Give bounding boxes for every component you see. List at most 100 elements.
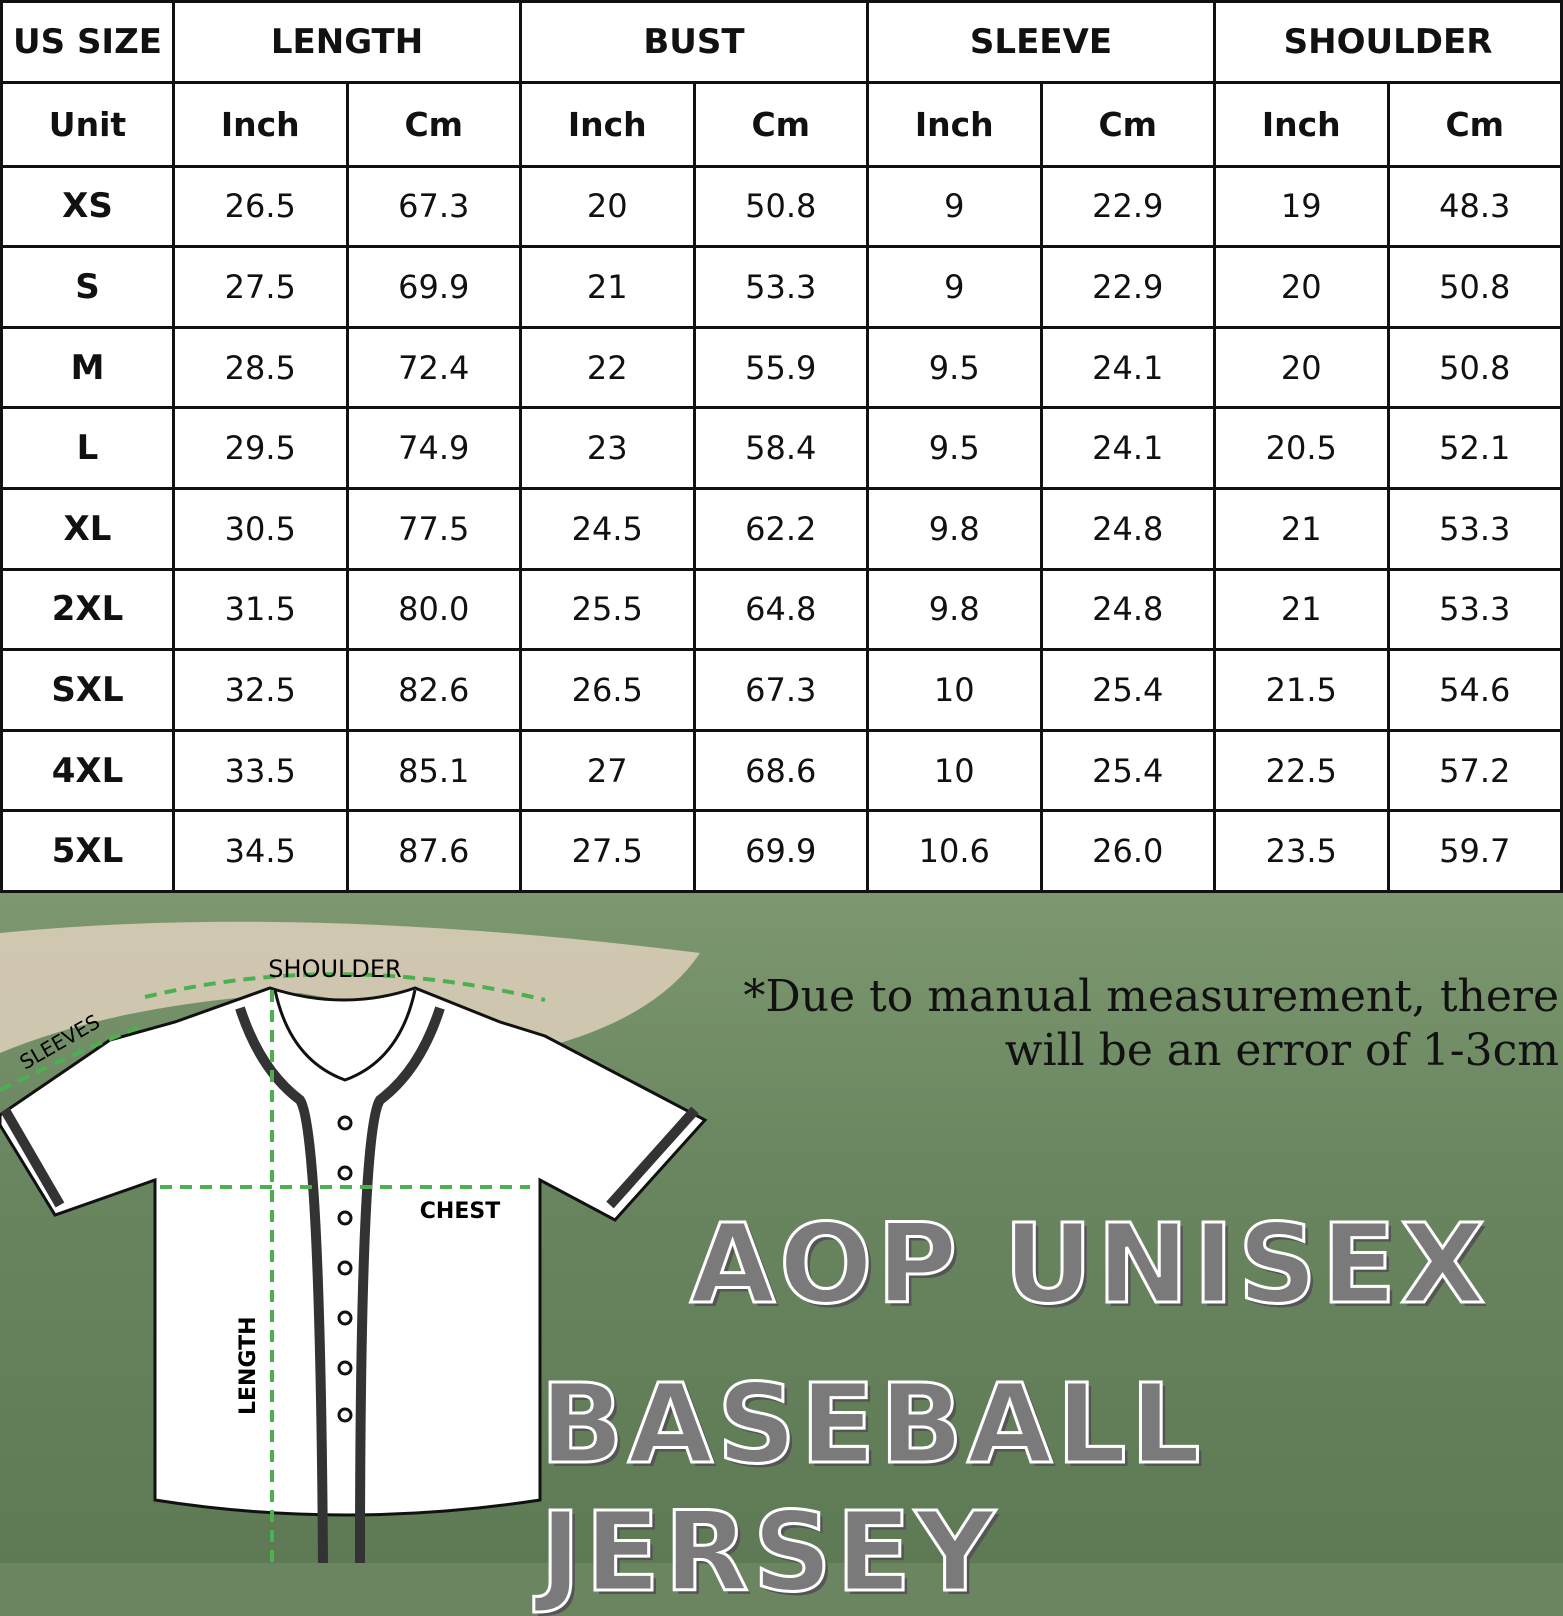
measurement-cell: 53.3 <box>1386 567 1563 652</box>
buttons <box>337 1115 353 1423</box>
product-title-line-2: BASEBALL JERSEY <box>539 1359 1205 1616</box>
measurement-cell: 69.9 <box>345 245 522 329</box>
measurement-cell: 20 <box>519 164 696 249</box>
measurement-cell: 28.5 <box>172 325 349 410</box>
unit-cell: Cm <box>692 81 869 168</box>
measurement-cell: 34.5 <box>172 809 349 893</box>
measurement-cell: 9 <box>866 245 1043 329</box>
size-label: 2XL <box>0 567 175 652</box>
measurement-cell: 22.9 <box>1039 245 1216 329</box>
unit-cell: Inch <box>519 81 696 168</box>
note-line-2: will be an error of 1-3cm <box>1004 1025 1559 1076</box>
measurement-cell: 21 <box>519 245 696 329</box>
measurement-cell: 50.8 <box>1386 245 1563 329</box>
measurement-cell: 19 <box>1213 164 1390 249</box>
measurement-cell: 10 <box>866 648 1043 732</box>
size-chart-table: US SIZE LENGTH BUST SLEEVE SHOULDER Unit… <box>0 0 1563 893</box>
measurement-cell: 22.5 <box>1213 728 1390 813</box>
measurement-cell: 22 <box>519 325 696 410</box>
unit-cell: Cm <box>1386 81 1563 168</box>
measurement-cell: 25.4 <box>1039 648 1216 732</box>
measurement-cell: 50.8 <box>1386 325 1563 410</box>
measurement-cell: 54.6 <box>1386 648 1563 732</box>
table-row: SXL 32.5 82.6 26.5 67.3 10 25.4 21.5 54.6 <box>0 648 1563 732</box>
table-row: XS 26.5 67.3 20 50.8 9 22.9 19 48.3 <box>0 164 1563 249</box>
unit-cell: Inch <box>172 81 349 168</box>
measurement-cell: 9 <box>866 164 1043 249</box>
measurement-cell: 26.0 <box>1039 809 1216 893</box>
measurement-cell: 24.5 <box>519 486 696 571</box>
header-row: US SIZE LENGTH BUST SLEEVE SHOULDER <box>0 0 1563 84</box>
unit-cell: Cm <box>1039 81 1216 168</box>
size-label: 4XL <box>0 728 175 813</box>
size-label: XL <box>0 486 175 571</box>
size-label: SXL <box>0 648 175 732</box>
table-row: M 28.5 72.4 22 55.9 9.5 24.1 20 50.8 <box>0 325 1563 410</box>
product-title-line-1: AOP UNISEX <box>688 1199 1490 1330</box>
measurement-cell: 25.4 <box>1039 728 1216 813</box>
measurement-cell: 9.8 <box>866 486 1043 571</box>
measurement-cell: 77.5 <box>345 486 522 571</box>
measurement-cell: 57.2 <box>1386 728 1563 813</box>
measurement-cell: 27.5 <box>172 245 349 329</box>
unit-cell: Inch <box>866 81 1043 168</box>
jersey-diagram: SHOULDER SLEEVES CHEST LENGTH <box>0 955 708 1563</box>
measurement-cell: 62.2 <box>692 486 869 571</box>
note-line-1: *Due to manual measurement, there <box>743 971 1559 1022</box>
measurement-cell: 21 <box>1213 486 1390 571</box>
measurement-cell: 33.5 <box>172 728 349 813</box>
size-label: S <box>0 245 175 329</box>
measurement-arrows <box>0 972 546 1563</box>
measurement-cell: 52.1 <box>1386 406 1563 490</box>
measurement-cell: 23 <box>519 406 696 490</box>
table-row: 4XL 33.5 85.1 27 68.6 10 25.4 22.5 57.2 <box>0 728 1563 813</box>
unit-cell: Inch <box>1213 81 1390 168</box>
size-label: XS <box>0 164 175 249</box>
measurement-cell: 24.8 <box>1039 567 1216 652</box>
measurement-cell: 26.5 <box>519 648 696 732</box>
measurement-note: *Due to manual measurement, there will b… <box>743 970 1559 1078</box>
measurement-cell: 64.8 <box>692 567 869 652</box>
table-row: XL 30.5 77.5 24.5 62.2 9.8 24.8 21 53.3 <box>0 486 1563 571</box>
measurement-cell: 50.8 <box>692 164 869 249</box>
measurement-cell: 32.5 <box>172 648 349 732</box>
size-label: M <box>0 325 175 410</box>
measurement-cell: 25.5 <box>519 567 696 652</box>
measurement-cell: 23.5 <box>1213 809 1390 893</box>
measurement-cell: 82.6 <box>345 648 522 732</box>
measurement-cell: 9.5 <box>866 406 1043 490</box>
measurement-cell: 27.5 <box>519 809 696 893</box>
measurement-cell: 59.7 <box>1386 809 1563 893</box>
table-row: S 27.5 69.9 21 53.3 9 22.9 20 50.8 <box>0 245 1563 329</box>
unit-cell: Unit <box>0 81 175 168</box>
measurement-cell: 85.1 <box>345 728 522 813</box>
table-row: L 29.5 74.9 23 58.4 9.5 24.1 20.5 52.1 <box>0 406 1563 490</box>
measurement-cell: 80.0 <box>345 567 522 652</box>
measurement-cell: 10.6 <box>866 809 1043 893</box>
table-row: 5XL 34.5 87.6 27.5 69.9 10.6 26.0 23.5 59.7 <box>0 809 1563 893</box>
length-label: LENGTH <box>236 1316 261 1415</box>
measurement-cell: 21.5 <box>1213 648 1390 732</box>
measurement-cell: 72.4 <box>345 325 522 410</box>
measurement-cell: 48.3 <box>1386 164 1563 249</box>
header-length: LENGTH <box>172 0 522 84</box>
measurement-cell: 24.1 <box>1039 325 1216 410</box>
measurement-cell: 27 <box>519 728 696 813</box>
measurement-cell: 53.3 <box>692 245 869 329</box>
measurement-cell: 10 <box>866 728 1043 813</box>
measurement-cell: 53.3 <box>1386 486 1563 571</box>
measurement-cell: 21 <box>1213 567 1390 652</box>
measurement-cell: 20 <box>1213 245 1390 329</box>
chest-label: CHEST <box>420 1199 500 1224</box>
unit-row: Unit Inch Cm Inch Cm Inch Cm Inch Cm <box>0 81 1563 168</box>
measurement-cell: 74.9 <box>345 406 522 490</box>
table-row: 2XL 31.5 80.0 25.5 64.8 9.8 24.8 21 53.3 <box>0 567 1563 652</box>
measurement-cell: 30.5 <box>172 486 349 571</box>
measurement-cell: 69.9 <box>692 809 869 893</box>
header-bust: BUST <box>519 0 869 84</box>
measurement-cell: 55.9 <box>692 325 869 410</box>
measurement-cell: 58.4 <box>692 406 869 490</box>
measurement-cell: 20 <box>1213 325 1390 410</box>
measurement-cell: 67.3 <box>345 164 522 249</box>
header-us-size: US SIZE <box>0 0 175 84</box>
